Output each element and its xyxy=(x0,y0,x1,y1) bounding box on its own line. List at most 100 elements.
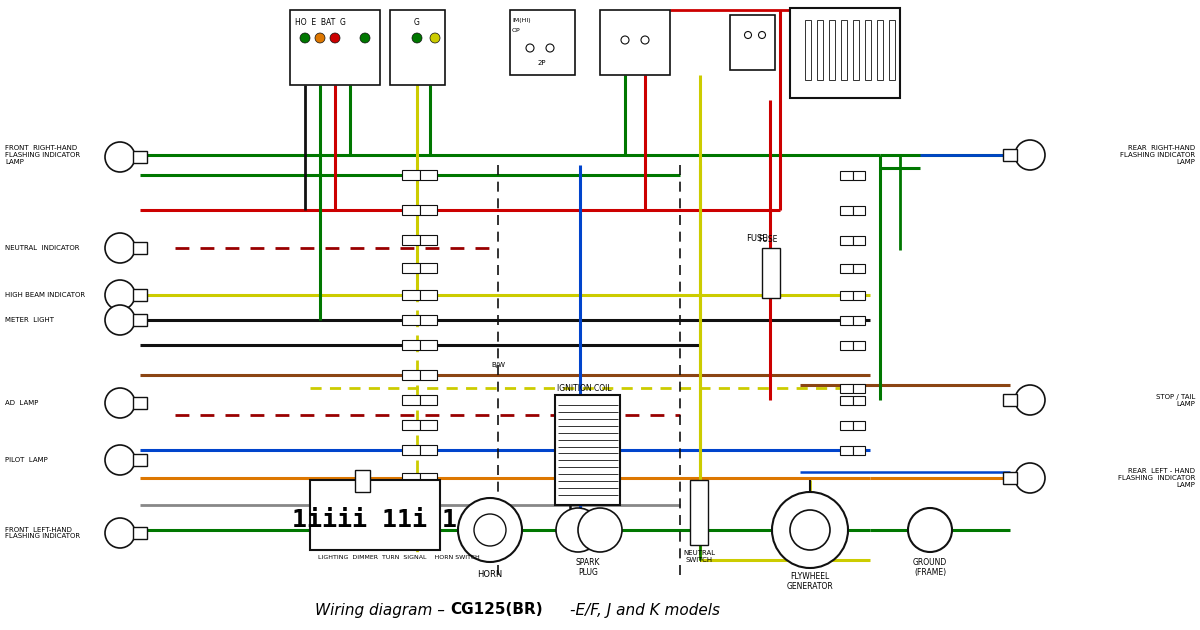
Bar xyxy=(1003,472,1018,484)
Bar xyxy=(762,248,780,298)
Bar xyxy=(420,315,437,325)
Circle shape xyxy=(314,33,325,43)
Bar xyxy=(420,473,437,483)
Bar xyxy=(840,290,852,299)
Text: SPARK
PLUG: SPARK PLUG xyxy=(576,558,600,578)
Text: IM(HI): IM(HI) xyxy=(512,18,530,23)
Text: NEUTRAL
SWITCH: NEUTRAL SWITCH xyxy=(683,550,715,563)
Bar xyxy=(133,397,148,409)
Circle shape xyxy=(622,36,629,44)
Bar xyxy=(402,263,420,273)
Circle shape xyxy=(360,33,370,43)
Text: REAR  RIGHT-HAND
FLASHING INDICATOR
LAMP: REAR RIGHT-HAND FLASHING INDICATOR LAMP xyxy=(1120,145,1195,165)
Bar xyxy=(852,420,865,430)
Text: METER  LIGHT: METER LIGHT xyxy=(5,317,54,323)
Circle shape xyxy=(641,36,649,44)
Circle shape xyxy=(106,388,134,418)
Bar xyxy=(852,171,865,180)
Circle shape xyxy=(546,44,554,52)
Bar xyxy=(290,10,380,85)
Text: HORN: HORN xyxy=(478,570,503,579)
Bar xyxy=(852,290,865,299)
Text: REAR  LEFT - HAND
FLASHING  INDICATOR
LAMP: REAR LEFT - HAND FLASHING INDICATOR LAMP xyxy=(1117,468,1195,488)
Bar xyxy=(420,235,437,245)
Circle shape xyxy=(106,280,134,310)
Bar xyxy=(1003,149,1018,161)
Bar xyxy=(852,445,865,454)
Bar xyxy=(402,290,420,300)
Bar xyxy=(420,395,437,405)
Text: PILOT  LAMP: PILOT LAMP xyxy=(5,457,48,463)
Circle shape xyxy=(106,518,134,548)
Bar xyxy=(402,170,420,180)
Circle shape xyxy=(526,44,534,52)
Bar xyxy=(805,20,811,80)
Circle shape xyxy=(744,32,751,38)
Bar xyxy=(402,473,420,483)
Bar xyxy=(852,396,865,404)
Bar xyxy=(554,395,620,505)
Text: NEUTRAL  INDICATOR: NEUTRAL INDICATOR xyxy=(5,245,79,251)
Bar xyxy=(1003,394,1018,406)
Text: OP: OP xyxy=(512,28,521,33)
Circle shape xyxy=(412,33,422,43)
Circle shape xyxy=(106,233,134,263)
Text: 2P: 2P xyxy=(538,60,546,66)
Text: GROUND
(FRAME): GROUND (FRAME) xyxy=(913,558,947,578)
Text: FLYWHEEL
GENERATOR: FLYWHEEL GENERATOR xyxy=(787,572,833,592)
Text: STOP / TAIL
LAMP: STOP / TAIL LAMP xyxy=(1156,394,1195,406)
Bar xyxy=(840,171,852,180)
Circle shape xyxy=(1015,385,1045,415)
Circle shape xyxy=(790,510,830,550)
Bar xyxy=(889,20,895,80)
Bar xyxy=(853,20,859,80)
Text: -E/F, J and K models: -E/F, J and K models xyxy=(570,602,720,617)
Bar xyxy=(852,236,865,244)
Bar xyxy=(840,263,852,273)
Bar xyxy=(402,235,420,245)
Bar xyxy=(420,170,437,180)
Bar xyxy=(420,370,437,380)
Bar xyxy=(840,316,852,324)
Bar xyxy=(420,205,437,215)
Bar xyxy=(133,242,148,254)
Bar xyxy=(133,151,148,163)
Circle shape xyxy=(758,32,766,38)
Bar xyxy=(133,289,148,301)
Bar xyxy=(840,384,852,392)
Bar xyxy=(420,420,437,430)
Circle shape xyxy=(458,498,522,562)
Bar xyxy=(829,20,835,80)
Bar xyxy=(355,470,370,492)
Text: HIGH BEAM INDICATOR: HIGH BEAM INDICATOR xyxy=(5,292,85,298)
Bar xyxy=(840,340,852,350)
Circle shape xyxy=(1015,140,1045,170)
Bar xyxy=(402,500,420,510)
Bar xyxy=(420,525,437,535)
Bar xyxy=(420,340,437,350)
Bar xyxy=(133,527,148,539)
Bar xyxy=(852,263,865,273)
Text: G: G xyxy=(414,18,420,27)
Bar xyxy=(730,15,775,70)
Text: B/W: B/W xyxy=(491,362,505,368)
Text: FUSE: FUSE xyxy=(746,234,768,243)
Bar xyxy=(402,205,420,215)
Bar xyxy=(402,395,420,405)
Bar xyxy=(402,315,420,325)
Text: FUSE: FUSE xyxy=(758,235,778,244)
Bar xyxy=(133,314,148,326)
Text: HO  E  BAT  G: HO E BAT G xyxy=(295,18,346,27)
Circle shape xyxy=(578,508,622,552)
Bar xyxy=(402,340,420,350)
Bar xyxy=(402,525,420,535)
Text: CG125(BR): CG125(BR) xyxy=(450,602,542,617)
Text: Wiring diagram –: Wiring diagram – xyxy=(316,602,450,617)
Bar xyxy=(600,10,670,75)
Bar xyxy=(310,480,440,550)
Circle shape xyxy=(1015,463,1045,493)
Bar xyxy=(840,236,852,244)
Bar xyxy=(402,445,420,455)
Bar xyxy=(510,10,575,75)
Bar xyxy=(852,205,865,214)
